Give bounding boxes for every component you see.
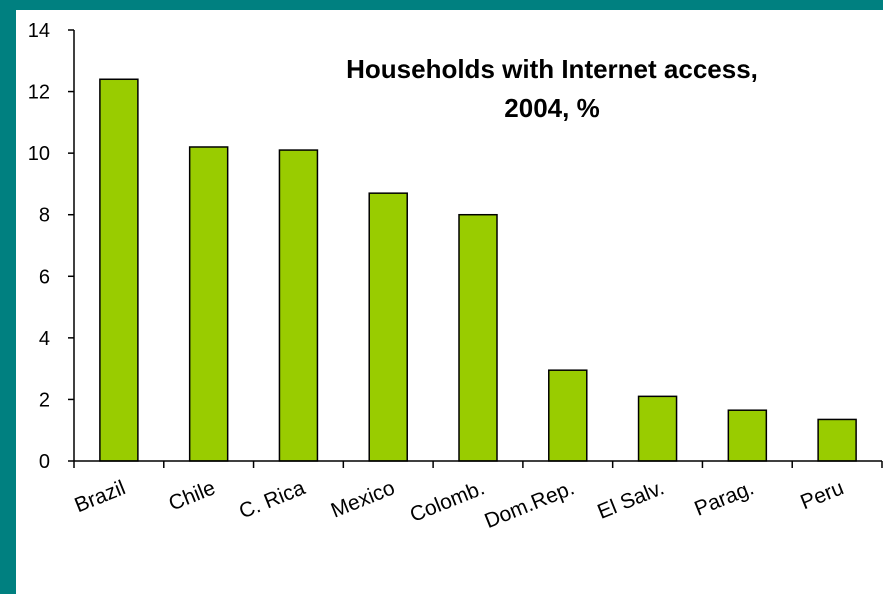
bar-chile [188,146,229,462]
bar-c-rica [278,149,319,462]
bar-mexico [368,192,408,462]
bar-el-salv [637,395,678,462]
x-category-label: Peru [797,476,847,514]
bar-peru [817,418,857,462]
axes [73,30,883,468]
chart-title-line: 2004, % [504,93,599,123]
chart-panel: Households with Internet access, 2004, % … [16,10,883,594]
y-tick-label: 0 [39,451,50,473]
bar-colomb [458,213,498,462]
bar-parag [727,409,768,462]
y-tick-label: 10 [28,143,50,165]
x-category-label: Brazil [71,476,128,517]
y-tick-label: 8 [39,205,50,227]
x-category-label: Mexico [328,476,398,522]
bar-chart: Households with Internet access,2004, % … [28,20,883,533]
x-category-label: Colomb. [407,476,488,527]
x-axis-labels: Brazil Chile C. Rica Mexico Colomb.Dom.Rep. E… [71,476,847,533]
chart-title: Households with Internet access, 2004, % [346,54,758,123]
chart-title-line: Households with Internet access, [346,54,758,84]
x-category-label: Parag. [691,476,757,521]
y-tick-label: 14 [28,20,50,42]
y-tick-label: 12 [28,82,50,104]
bars [99,78,857,462]
x-category-label: C. Rica [236,476,309,523]
bar-dom-rep [548,369,588,462]
y-tick-label: 6 [39,266,50,288]
bar-brazil [99,78,139,462]
x-category-label: Chile [166,476,219,515]
x-category-label: Dom.Rep. [481,476,577,533]
y-axis-ticks: 0 2 4 6 8 10 12 14 [28,20,74,473]
y-tick-label: 4 [39,328,50,350]
x-category-label: El Salv. [594,476,667,523]
y-tick-label: 2 [39,389,50,411]
